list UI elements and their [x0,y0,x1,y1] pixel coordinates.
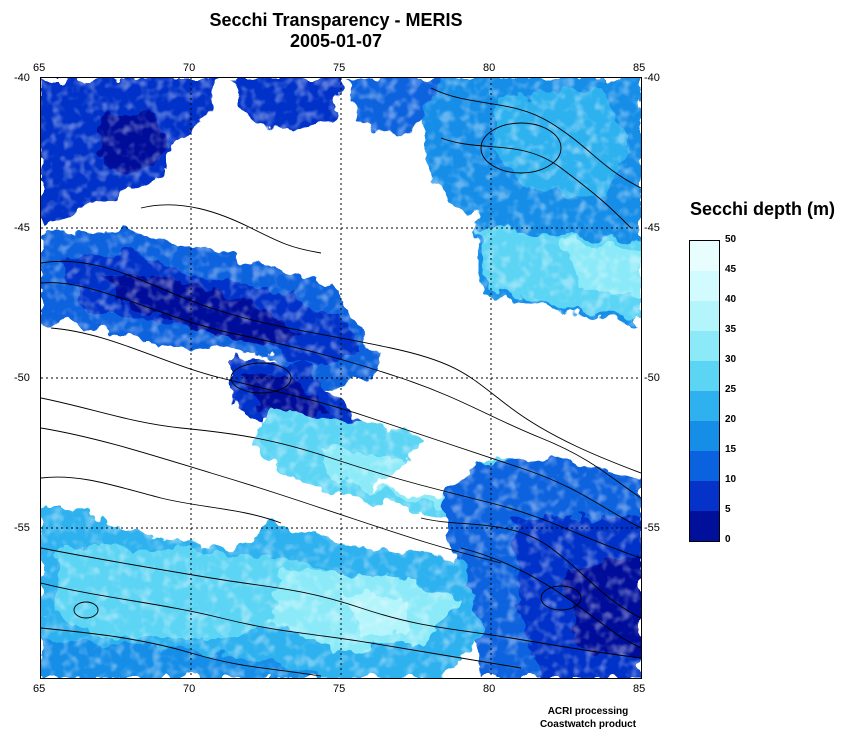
left-lat-label: -50 [14,372,30,384]
left-lat-label: -40 [14,72,30,84]
colorbar-segment [690,511,719,541]
left-lat-label: -45 [14,222,30,234]
colorbar-segment [690,421,719,451]
colorbar-segment [690,301,719,331]
colorbar-tick-label: 45 [725,264,737,275]
colorbar-tick-label: 25 [725,384,737,395]
credit-line-1: ACRI processing [547,706,629,717]
secchi-map-canvas [41,78,641,678]
graticule [41,78,641,678]
colorbar-tick-label: 15 [725,444,737,455]
colorbar-tick-label: 50 [725,234,737,245]
top-lon-label: 65 [33,62,46,74]
colorbar-tick-label: 20 [725,414,737,425]
left-lat-label: -55 [14,522,30,534]
bottom-lon-label: 85 [633,683,646,695]
colorbar-tick-label: 35 [725,324,737,335]
map-date: 2005-01-07 [289,31,383,51]
top-lon-label: 75 [333,62,346,74]
bottom-lon-label: 65 [33,683,46,695]
colorbar-segment [690,481,719,511]
colorbar-segment [690,451,719,481]
credit-line-2: Coastwatch product [539,719,637,730]
secchi-map[interactable] [40,77,642,679]
top-lon-label: 85 [633,62,646,74]
colorbar-segment [690,361,719,391]
right-lat-label: -45 [644,222,660,234]
top-lon-label: 80 [483,62,496,74]
colorbar-segment [690,271,719,301]
bottom-lon-label: 70 [183,683,196,695]
colorbar-tick-label: 30 [725,354,737,365]
colorbar-tick-label: 40 [725,294,737,305]
top-lon-label: 70 [183,62,196,74]
colorbar-segment [690,331,719,361]
colorbar-tick-label: 10 [725,474,737,485]
colorbar-title: Secchi depth (m) [690,199,836,219]
bottom-lon-label: 80 [483,683,496,695]
colorbar [689,240,720,542]
right-lat-label: -40 [644,72,660,84]
colorbar-tick-label: 0 [725,534,731,545]
bottom-lon-label: 75 [333,683,346,695]
right-lat-label: -55 [644,522,660,534]
bathymetry-contours [41,87,641,677]
right-lat-label: -50 [644,372,660,384]
colorbar-tick-label: 5 [725,504,731,515]
map-title: Secchi Transparency - MERIS [209,10,463,30]
colorbar-segment [690,241,719,271]
colorbar-segment [690,391,719,421]
